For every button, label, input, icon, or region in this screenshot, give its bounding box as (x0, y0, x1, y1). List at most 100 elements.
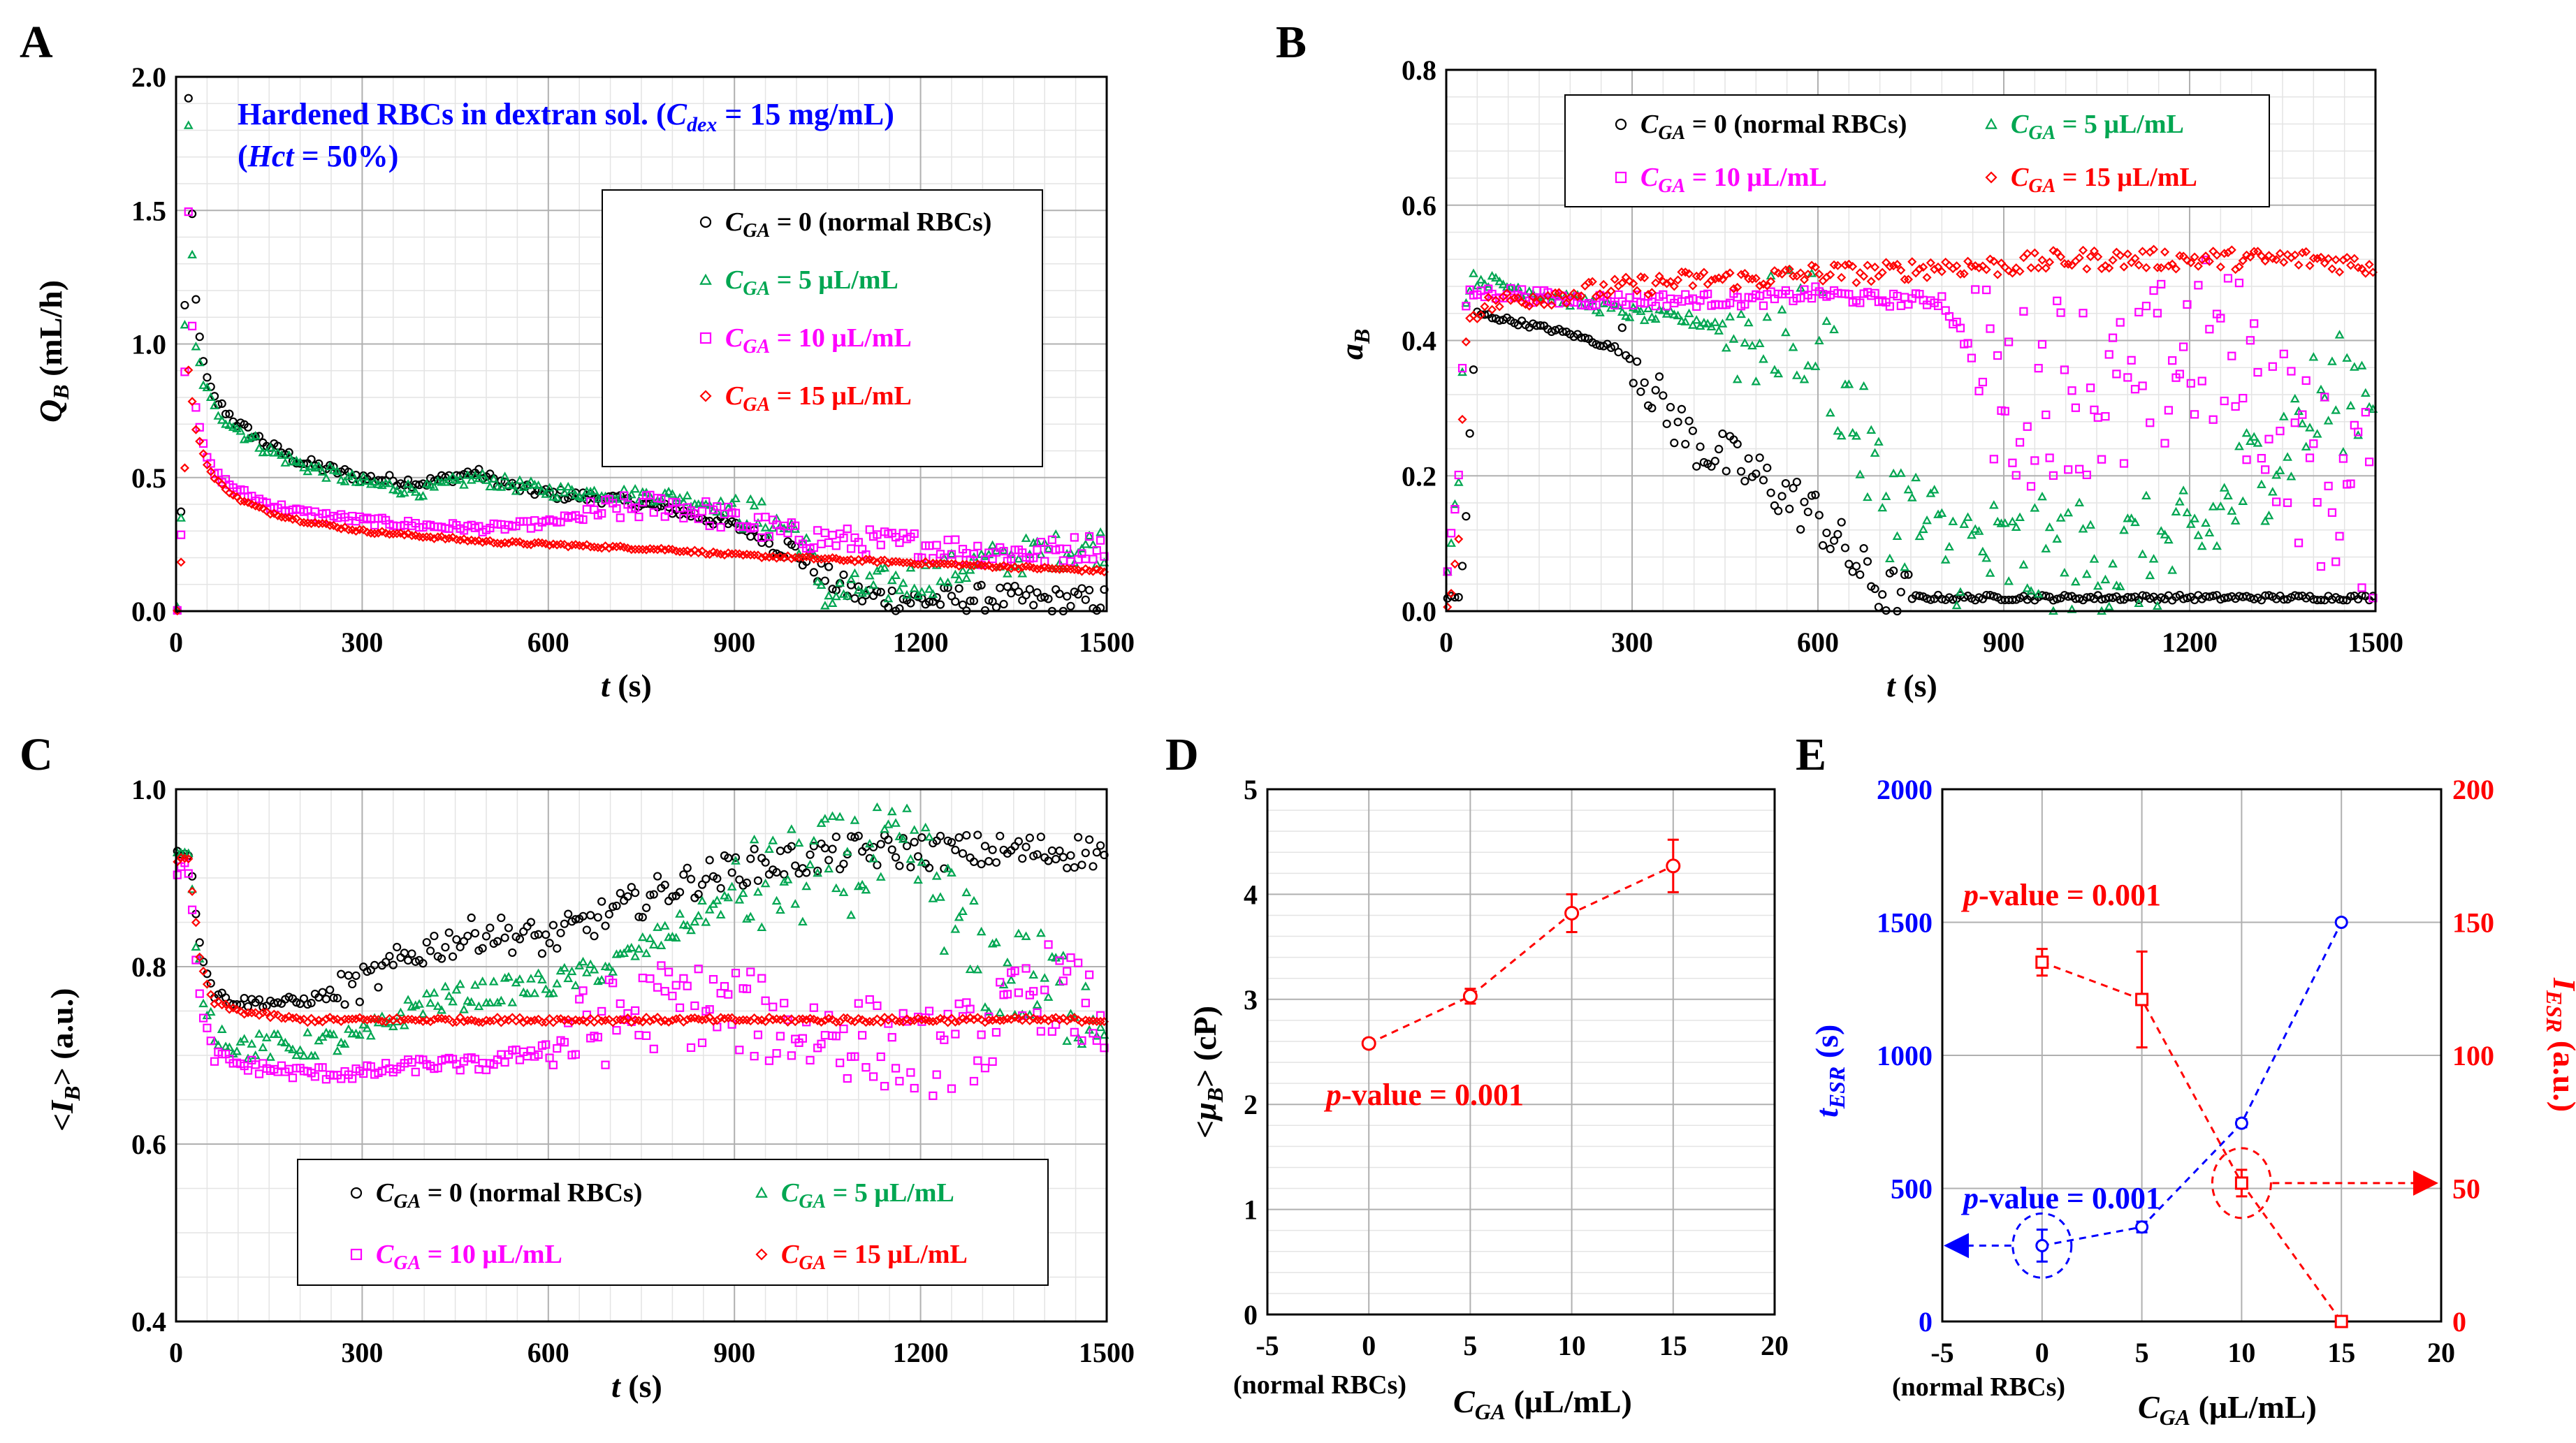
data-point (910, 837, 919, 847)
y-tick-label: 0.5 (131, 462, 166, 494)
data-point (288, 514, 298, 525)
data-point (422, 938, 431, 947)
data-point (1937, 267, 1946, 277)
data-point (206, 990, 216, 999)
data-point (1837, 272, 1847, 282)
data-point (1826, 270, 1835, 279)
data-point (746, 854, 755, 863)
data-point (206, 1037, 215, 1046)
data-point (1993, 351, 2002, 360)
data-point (2260, 256, 2270, 266)
data-point (1063, 544, 1072, 554)
data-point (1636, 387, 1645, 396)
data-point (1903, 274, 1914, 284)
data-point (776, 1015, 785, 1025)
data-point (2130, 385, 2140, 394)
data-point (425, 480, 435, 489)
data-point (2278, 411, 2289, 420)
data-point (2167, 259, 2177, 269)
data-point (1446, 529, 1456, 538)
data-point (920, 822, 931, 832)
data-point (858, 596, 867, 606)
data-point (228, 422, 238, 431)
data-point (418, 490, 428, 500)
data-point (2160, 439, 2169, 448)
data-point (1058, 853, 1068, 862)
x-tick-label: 600 (527, 1337, 569, 1368)
data-point (1629, 279, 1638, 288)
data-point (571, 915, 580, 924)
data-point (2175, 369, 2184, 379)
data-point (448, 471, 458, 481)
data-point (653, 872, 662, 881)
data-point (548, 921, 558, 930)
data-point (1774, 506, 1783, 515)
data-point (1074, 589, 1083, 599)
data-point (1625, 354, 1634, 363)
data-point (1993, 270, 2002, 279)
data-point (2179, 342, 2188, 351)
data-point (1900, 293, 1909, 302)
data-point (2342, 253, 2352, 263)
data-point (359, 1069, 368, 1078)
x-tick-label: 900 (713, 627, 755, 658)
data-point (365, 1031, 376, 1040)
data-point (2049, 471, 2058, 480)
data-point (2064, 465, 2073, 474)
panel-e-points (2035, 916, 2348, 1328)
data-point (1911, 472, 1921, 482)
data-point (1066, 953, 1075, 962)
data-point (943, 863, 953, 872)
data-point (750, 844, 759, 854)
data-point (1028, 969, 1039, 979)
data-point (924, 584, 934, 593)
data-point (310, 1017, 320, 1027)
data-point (2182, 507, 2192, 517)
data-point (191, 425, 201, 434)
data-point (2183, 300, 2192, 309)
data-point (779, 877, 789, 886)
data-point (1476, 274, 1486, 284)
data-point (2230, 515, 2241, 525)
data-point (2287, 367, 2296, 376)
data-point (1070, 533, 1079, 542)
x-tick-label: 1200 (893, 1337, 949, 1368)
data-point (1956, 587, 1965, 596)
data-point (1799, 374, 1810, 383)
data-point (780, 870, 789, 879)
data-point (2116, 595, 2125, 604)
data-point (295, 457, 305, 467)
data-point (809, 842, 818, 851)
data-point (928, 589, 938, 599)
data-point (2264, 434, 2273, 444)
data-point (1714, 325, 1724, 335)
highlight-circle-red (2211, 1147, 2272, 1219)
data-point (2335, 532, 2344, 541)
data-point (560, 1038, 569, 1047)
data-point (954, 912, 964, 921)
data-point (1736, 467, 1746, 476)
data-point (299, 1050, 309, 1060)
data-point (727, 881, 737, 891)
data-point (590, 932, 599, 941)
panel-c-x-ticks: 0 300 600 900 1200 1500 (169, 1337, 1135, 1368)
data-point (634, 912, 643, 921)
data-point (217, 1000, 227, 1010)
panel-a: 0.00.51.01.52.0 0 300 600 900 1200 1500 t (s)… (33, 61, 1135, 703)
data-point (2041, 543, 2051, 552)
data-point (1443, 567, 1452, 576)
data-point (247, 1008, 256, 1018)
data-point (1462, 512, 1471, 521)
data-point (1907, 492, 1917, 501)
data-point (2035, 1238, 2049, 1252)
data-point (1043, 992, 1054, 1001)
data-point (303, 999, 312, 1009)
data-point (1624, 277, 1635, 286)
data-point (936, 576, 945, 585)
data-point (388, 960, 398, 969)
data-point (2309, 439, 2318, 448)
data-point (195, 989, 204, 998)
data-point (883, 819, 894, 828)
data-point (999, 547, 1008, 556)
data-point (2365, 457, 2374, 467)
